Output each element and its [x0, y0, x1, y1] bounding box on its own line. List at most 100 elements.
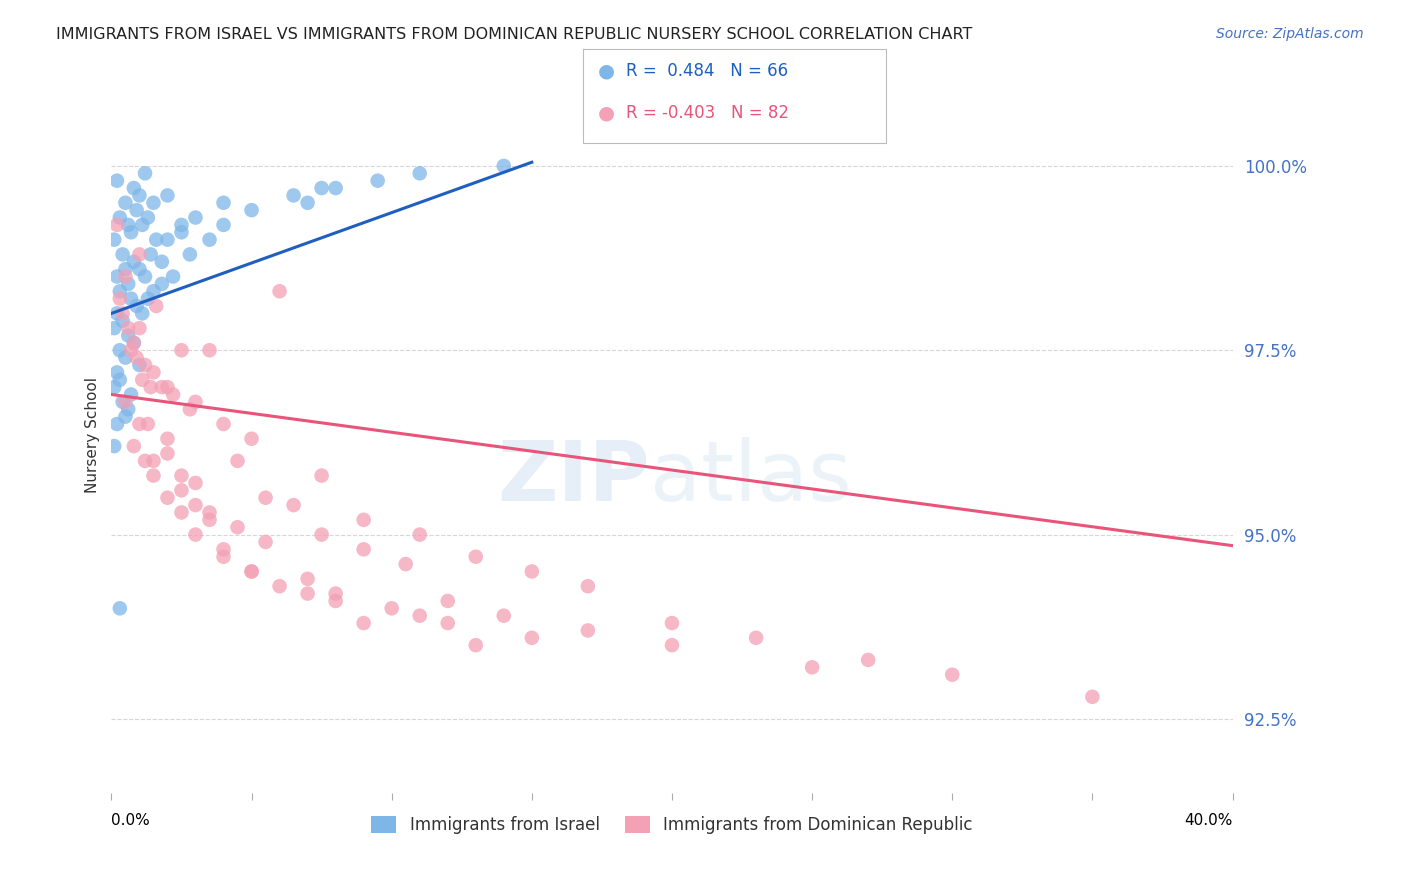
Point [139, 247, 162, 261]
Point [103, 321, 125, 335]
Point [128, 321, 150, 335]
Point [111, 395, 134, 409]
Point [941, 667, 963, 681]
Point [212, 549, 235, 564]
Point [184, 527, 207, 541]
Point [198, 506, 221, 520]
Point [128, 417, 150, 431]
Point [114, 395, 136, 409]
Point [156, 233, 179, 247]
Point [254, 491, 277, 505]
Text: ●: ● [598, 103, 614, 123]
Point [492, 159, 515, 173]
Point [105, 417, 128, 431]
Point [108, 373, 131, 387]
Point [856, 653, 879, 667]
Point [297, 586, 319, 600]
Point [184, 395, 207, 409]
Text: Source: ZipAtlas.com: Source: ZipAtlas.com [1216, 27, 1364, 41]
Point [150, 380, 173, 394]
Point [122, 439, 145, 453]
Point [128, 358, 150, 372]
Point [114, 409, 136, 424]
Point [226, 520, 249, 534]
Point [156, 380, 179, 394]
Y-axis label: Nursery School: Nursery School [86, 377, 100, 493]
Point [269, 285, 291, 299]
Point [240, 203, 263, 218]
Point [325, 181, 347, 195]
Point [162, 387, 184, 401]
Point [409, 527, 432, 541]
Point [240, 565, 263, 579]
Point [464, 549, 486, 564]
Point [108, 343, 131, 358]
Point [325, 594, 347, 608]
Point [311, 181, 333, 195]
Point [114, 351, 136, 365]
Point [131, 373, 153, 387]
Point [103, 233, 125, 247]
Point [142, 454, 165, 468]
Point [105, 174, 128, 188]
Point [117, 328, 139, 343]
Point [117, 218, 139, 232]
Point [661, 616, 683, 631]
Point [240, 432, 263, 446]
Text: R = -0.403   N = 82: R = -0.403 N = 82 [626, 104, 789, 122]
Point [353, 542, 375, 557]
Point [520, 565, 543, 579]
Point [311, 468, 333, 483]
Point [142, 195, 165, 210]
Point [120, 387, 142, 401]
Point [353, 616, 375, 631]
Point [240, 565, 263, 579]
Point [139, 380, 162, 394]
Text: atlas: atlas [650, 437, 851, 518]
Text: 0.0%: 0.0% [111, 814, 150, 829]
Point [111, 314, 134, 328]
Point [156, 446, 179, 460]
Point [170, 468, 193, 483]
Point [170, 343, 193, 358]
Point [128, 262, 150, 277]
Point [745, 631, 768, 645]
Point [122, 335, 145, 350]
Point [122, 335, 145, 350]
Point [162, 269, 184, 284]
Point [576, 579, 599, 593]
Point [134, 454, 156, 468]
Point [436, 594, 458, 608]
Text: IMMIGRANTS FROM ISRAEL VS IMMIGRANTS FROM DOMINICAN REPUBLIC NURSERY SCHOOL CORR: IMMIGRANTS FROM ISRAEL VS IMMIGRANTS FRO… [56, 27, 973, 42]
Point [156, 432, 179, 446]
Legend: Immigrants from Israel, Immigrants from Dominican Republic: Immigrants from Israel, Immigrants from … [371, 816, 973, 834]
Point [111, 306, 134, 320]
Point [145, 233, 167, 247]
Point [150, 277, 173, 291]
Point [114, 195, 136, 210]
Point [156, 491, 179, 505]
Point [179, 247, 201, 261]
Point [117, 402, 139, 417]
Point [170, 225, 193, 239]
Point [105, 218, 128, 232]
Point [108, 285, 131, 299]
Point [117, 321, 139, 335]
Point [254, 535, 277, 549]
Point [367, 174, 389, 188]
Point [184, 475, 207, 490]
Point [184, 211, 207, 225]
Point [1081, 690, 1104, 704]
Point [136, 292, 159, 306]
Point [179, 402, 201, 417]
Point [114, 269, 136, 284]
Point [142, 285, 165, 299]
Point [117, 277, 139, 291]
Point [125, 203, 148, 218]
Text: R =  0.484   N = 66: R = 0.484 N = 66 [626, 62, 787, 80]
Point [212, 417, 235, 431]
Point [436, 616, 458, 631]
Point [131, 306, 153, 320]
Point [114, 262, 136, 277]
Point [283, 498, 305, 512]
